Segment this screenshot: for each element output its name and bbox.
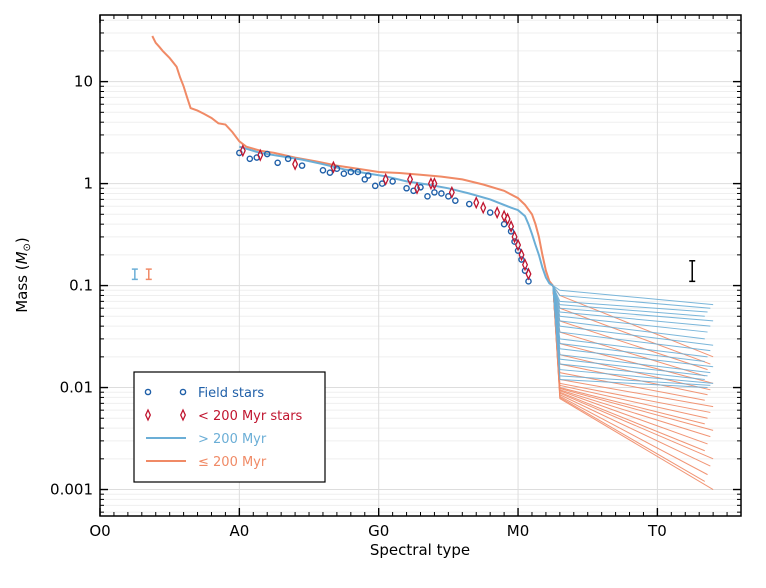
field-star-point	[431, 189, 438, 196]
field-star-point	[274, 159, 281, 167]
y-axis-label-close: )	[13, 237, 31, 243]
legend-label: ≤ 200 Myr	[198, 455, 267, 470]
young-star-point	[508, 219, 515, 233]
y-axis-label-symbol: M	[13, 251, 31, 264]
young-star-point	[518, 248, 525, 262]
field-star-point	[284, 155, 292, 163]
young-brown-dwarf-track	[552, 285, 705, 377]
field-star-point	[486, 209, 494, 216]
legend-marker	[179, 408, 187, 422]
y-axis-label-main: Mass (	[13, 264, 31, 312]
x-tick-label: T0	[647, 522, 667, 540]
y-axis-label: Mass (M⊙)	[13, 237, 33, 313]
legend-marker	[179, 388, 187, 396]
field-star-point	[438, 190, 445, 197]
young-star-point	[330, 160, 337, 174]
field-star-point	[389, 178, 396, 185]
legend-label: > 200 Myr	[198, 432, 267, 447]
legend-label: < 200 Myr stars	[198, 409, 303, 424]
x-axis-label: Spectral type	[370, 541, 470, 559]
field-star-point	[326, 169, 334, 176]
young-star-point	[407, 172, 414, 186]
young-star-point	[480, 201, 487, 215]
field-star-point	[507, 228, 515, 235]
data-points	[131, 144, 696, 285]
y-tick-label: 1	[83, 175, 93, 193]
field-star-point	[371, 182, 379, 190]
field-star-point	[354, 168, 362, 176]
legend-box	[133, 371, 326, 483]
plot-frame	[99, 14, 742, 517]
field-star-point	[246, 155, 254, 163]
young-star-point	[431, 177, 438, 191]
field-star-point	[340, 170, 348, 178]
field-star-point	[319, 166, 327, 174]
young-star-point	[448, 185, 455, 199]
y-tick-label: 0.01	[60, 379, 93, 397]
series-line-1	[239, 145, 554, 287]
old-brown-dwarf-track	[552, 285, 711, 309]
old-brown-dwarf-track	[552, 285, 714, 322]
field-star-point	[403, 184, 410, 192]
young-star-point	[473, 196, 480, 210]
x-tick-label: A0	[229, 522, 249, 540]
x-tick-label: O0	[89, 522, 110, 540]
x-tick-label: M0	[507, 522, 530, 540]
field-star-point	[465, 200, 473, 208]
young-star-point	[521, 258, 529, 272]
y-tick-label: 0.1	[69, 277, 93, 295]
young-star-point	[494, 205, 501, 220]
young-star-point	[504, 212, 511, 226]
old-brown-dwarf-track	[552, 285, 708, 389]
old-brown-dwarf-track	[552, 285, 708, 358]
field-star-point	[364, 172, 372, 179]
young-star-point	[515, 238, 522, 252]
old-brown-dwarf-track	[552, 285, 708, 333]
axes: O0 A0 G0 M0 T0 0.001 0.01 0.1 1 10	[50, 14, 742, 540]
y-tick-label: 10	[74, 73, 93, 91]
old-brown-dwarf-track	[552, 285, 705, 380]
x-tick-label: G0	[368, 522, 389, 540]
legend-marker	[144, 408, 152, 422]
old-brown-dwarf-track	[552, 285, 714, 306]
young-star-point	[239, 144, 246, 158]
y-tick-label: 0.001	[50, 481, 93, 499]
young-star-point	[292, 157, 299, 171]
y-axis-label-sub: ⊙	[22, 243, 33, 251]
field-star-point	[417, 183, 424, 191]
field-star-point	[424, 193, 431, 200]
young-star-point	[257, 148, 264, 162]
legend: Field stars < 200 Myr stars > 200 Myr ≤ 200…	[133, 371, 326, 483]
young-star-point	[382, 172, 389, 186]
series-line-0	[151, 35, 554, 287]
model-tracks	[151, 35, 714, 490]
field-star-point	[263, 150, 271, 158]
field-star-point	[361, 176, 369, 183]
old-brown-dwarf-track	[552, 285, 705, 340]
field-star-point	[298, 162, 306, 169]
young-star-point	[525, 267, 532, 281]
young-star-point	[414, 181, 421, 195]
young-star-point	[501, 209, 508, 223]
young-star-point	[511, 230, 518, 244]
field-star-point	[347, 168, 355, 176]
legend-marker	[144, 388, 152, 396]
legend-label: Field stars	[198, 386, 264, 401]
field-star-point	[518, 256, 525, 263]
field-star-point	[452, 197, 459, 204]
